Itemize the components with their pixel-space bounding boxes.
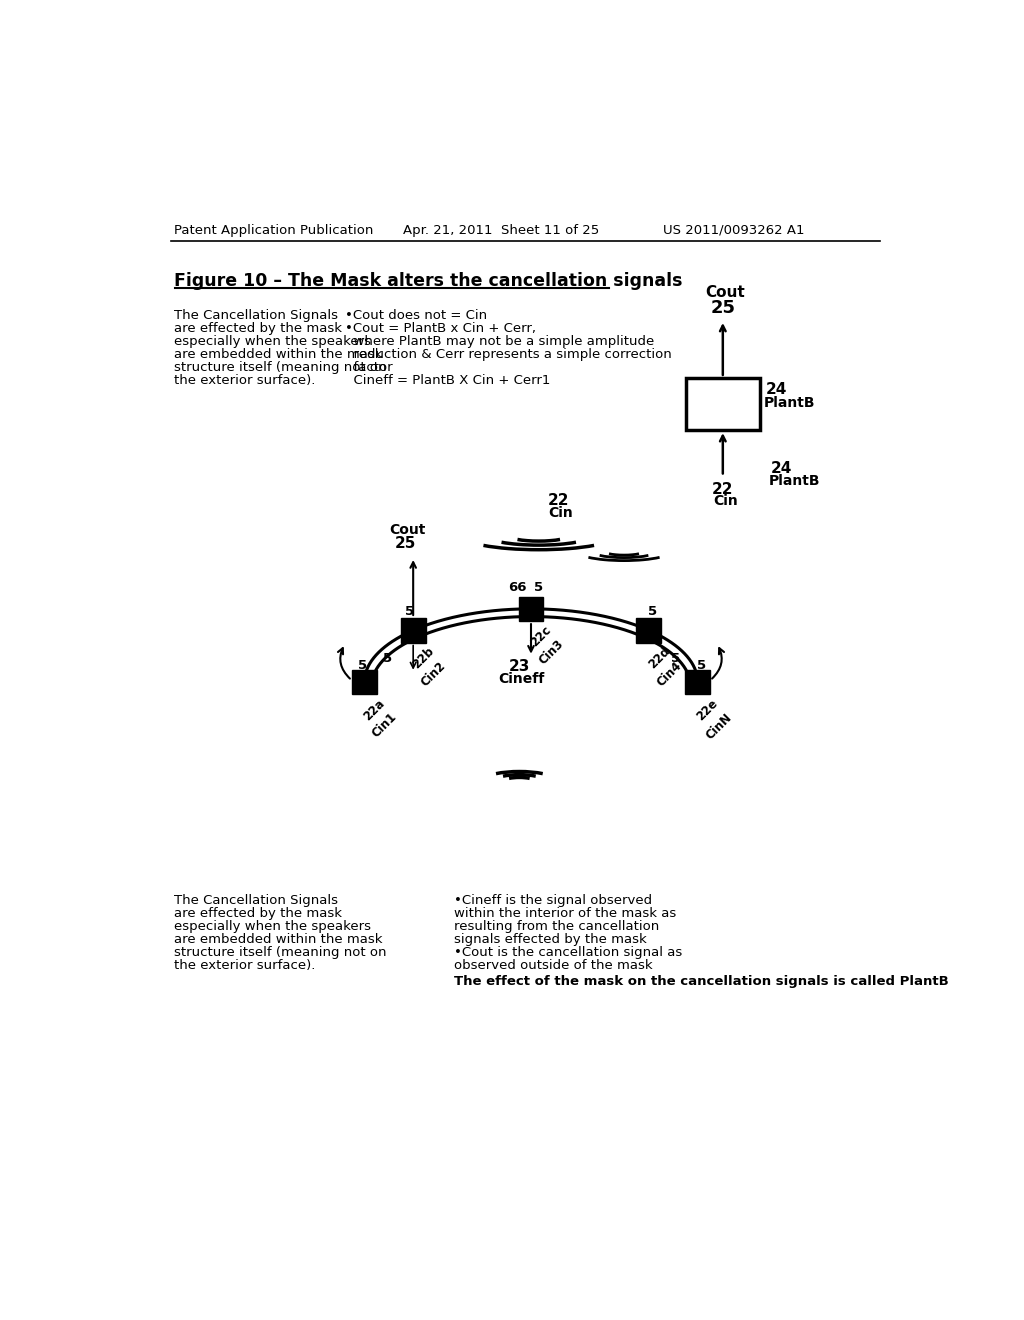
Text: Cin1: Cin1 <box>370 710 399 741</box>
Text: 22b: 22b <box>410 645 436 672</box>
Text: especially when the speakers: especially when the speakers <box>174 335 372 347</box>
Text: 25: 25 <box>394 536 416 550</box>
Text: Figure 10 – The Mask alters the cancellation signals: Figure 10 – The Mask alters the cancella… <box>174 272 683 290</box>
Text: are embedded within the mask: are embedded within the mask <box>174 348 383 360</box>
Text: Cineff = PlantB X Cin + Cerr1: Cineff = PlantB X Cin + Cerr1 <box>345 374 550 387</box>
Text: the exterior surface).: the exterior surface). <box>174 374 315 387</box>
Text: resulting from the cancellation: resulting from the cancellation <box>454 920 658 933</box>
Text: signals effected by the mask: signals effected by the mask <box>454 933 646 946</box>
Text: 22: 22 <box>548 494 569 508</box>
Text: where PlantB may not be a simple amplitude: where PlantB may not be a simple amplitu… <box>345 335 654 347</box>
Text: 25: 25 <box>711 298 735 317</box>
Text: factor: factor <box>345 360 392 374</box>
Text: •Cout does not = Cin: •Cout does not = Cin <box>345 309 487 322</box>
Text: •Cout is the cancellation signal as: •Cout is the cancellation signal as <box>454 946 682 960</box>
Bar <box>685 669 710 694</box>
Text: 24: 24 <box>710 384 736 403</box>
Text: reduction & Cerr represents a simple correction: reduction & Cerr represents a simple cor… <box>345 348 672 360</box>
Bar <box>637 618 662 643</box>
Text: PlantB: PlantB <box>764 396 815 411</box>
Text: 5: 5 <box>648 606 657 618</box>
Text: •Cineff is the signal observed: •Cineff is the signal observed <box>454 894 651 907</box>
Text: Cin2: Cin2 <box>419 659 449 689</box>
Bar <box>518 597 544 622</box>
Text: 22c: 22c <box>528 623 554 649</box>
Text: are effected by the mask: are effected by the mask <box>174 322 342 335</box>
Text: 66: 66 <box>508 581 526 594</box>
Text: Apr. 21, 2011  Sheet 11 of 25: Apr. 21, 2011 Sheet 11 of 25 <box>403 224 599 236</box>
Text: 5: 5 <box>535 581 544 594</box>
Text: 22d: 22d <box>646 645 673 672</box>
Text: Cout: Cout <box>706 285 745 300</box>
Text: 24: 24 <box>771 461 793 477</box>
Text: are embedded within the mask: are embedded within the mask <box>174 933 383 946</box>
Text: are effected by the mask: are effected by the mask <box>174 907 342 920</box>
Text: Cin: Cin <box>713 494 737 508</box>
Text: Cin4: Cin4 <box>654 659 684 689</box>
Text: observed outside of the mask: observed outside of the mask <box>454 960 652 973</box>
Text: PlantB: PlantB <box>769 474 820 488</box>
Text: structure itself (meaning not on: structure itself (meaning not on <box>174 360 387 374</box>
Text: within the interior of the mask as: within the interior of the mask as <box>454 907 676 920</box>
Text: 5: 5 <box>672 652 681 665</box>
Bar <box>400 618 426 643</box>
Text: especially when the speakers: especially when the speakers <box>174 920 372 933</box>
Text: 22a: 22a <box>361 697 388 723</box>
Text: •Cout = PlantB x Cin + Cerr,: •Cout = PlantB x Cin + Cerr, <box>345 322 536 335</box>
Text: Cin: Cin <box>548 507 572 520</box>
Text: PlantB: PlantB <box>690 404 756 422</box>
Text: The effect of the mask on the cancellation signals is called PlantB: The effect of the mask on the cancellati… <box>454 975 948 989</box>
Text: 22: 22 <box>712 482 733 496</box>
Text: 24: 24 <box>766 381 787 397</box>
Text: Cineff: Cineff <box>498 672 544 686</box>
Text: Cout: Cout <box>389 523 426 537</box>
Text: structure itself (meaning not on: structure itself (meaning not on <box>174 946 387 960</box>
Text: Patent Application Publication: Patent Application Publication <box>174 224 374 236</box>
Bar <box>686 378 760 430</box>
Text: the exterior surface).: the exterior surface). <box>174 960 315 973</box>
Text: 5: 5 <box>358 659 368 672</box>
Text: Cin3: Cin3 <box>537 638 566 667</box>
Text: US 2011/0093262 A1: US 2011/0093262 A1 <box>663 224 804 236</box>
Text: The Cancellation Signals: The Cancellation Signals <box>174 894 339 907</box>
Text: 5: 5 <box>404 606 414 618</box>
Text: 23: 23 <box>509 659 530 675</box>
Text: 5: 5 <box>697 659 707 672</box>
Bar <box>352 669 377 694</box>
Text: 22e: 22e <box>694 697 721 723</box>
Text: The Cancellation Signals: The Cancellation Signals <box>174 309 339 322</box>
Text: 5: 5 <box>383 652 392 665</box>
Text: CinN: CinN <box>703 710 734 742</box>
